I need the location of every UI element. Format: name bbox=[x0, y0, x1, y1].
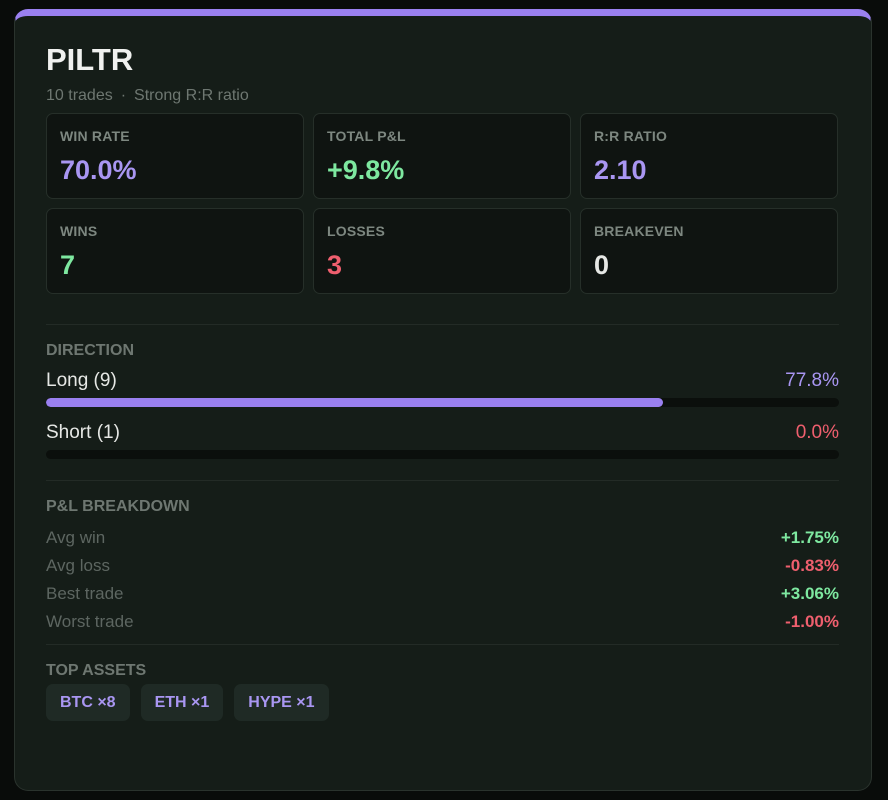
stat-breakeven: BREAKEVEN 0 bbox=[580, 208, 838, 294]
asset-chip-hype[interactable]: HYPE ×1 bbox=[234, 684, 329, 721]
stat-value: 2.10 bbox=[594, 155, 647, 185]
stat-losses: LOSSES 3 bbox=[313, 208, 571, 294]
stat-value: 3 bbox=[327, 250, 343, 280]
stat-label: TOTAL P&L bbox=[327, 128, 406, 144]
stat-win-rate: WIN RATE 70.0% bbox=[46, 113, 304, 199]
stat-label: WIN RATE bbox=[60, 128, 130, 144]
stat-wins: WINS 7 bbox=[46, 208, 304, 294]
stat-value: 70.0% bbox=[60, 155, 137, 185]
direction-label: Long (9) bbox=[46, 370, 117, 391]
section-divider bbox=[46, 480, 839, 481]
subtitle-separator: · bbox=[120, 87, 127, 104]
pl-label: Best trade bbox=[46, 584, 124, 603]
stats-grid: WIN RATE 70.0% TOTAL P&L +9.8% R:R RATIO… bbox=[46, 113, 839, 294]
card-note: Strong R:R ratio bbox=[134, 87, 249, 104]
direction-percent: 0.0% bbox=[795, 422, 839, 443]
stat-label: WINS bbox=[60, 223, 98, 239]
pl-label: Avg win bbox=[46, 528, 106, 547]
stat-value: 0 bbox=[594, 250, 610, 280]
stat-value: 7 bbox=[60, 250, 76, 280]
pl-value: +3.06% bbox=[780, 584, 839, 603]
asset-chip-eth[interactable]: ETH ×1 bbox=[140, 684, 224, 721]
pl-row-avg-loss: Avg loss -0.83% bbox=[46, 556, 839, 576]
card-subtitle: 10 trades · Strong R:R ratio bbox=[46, 87, 249, 105]
direction-percent: 77.8% bbox=[785, 370, 839, 391]
pl-row-avg-win: Avg win +1.75% bbox=[46, 528, 839, 548]
trade-count: 10 trades bbox=[46, 87, 113, 104]
pl-row-best-trade: Best trade +3.06% bbox=[46, 584, 839, 604]
stat-rr-ratio: R:R RATIO 2.10 bbox=[580, 113, 838, 199]
section-divider bbox=[46, 324, 839, 325]
direction-bar-track bbox=[46, 450, 839, 459]
asset-chip-list: BTC ×8 ETH ×1 HYPE ×1 bbox=[46, 684, 329, 721]
stat-label: BREAKEVEN bbox=[594, 223, 684, 239]
pl-value: +1.75% bbox=[780, 528, 839, 547]
stat-label: R:R RATIO bbox=[594, 128, 668, 144]
stat-total-pl: TOTAL P&L +9.8% bbox=[313, 113, 571, 199]
direction-heading: DIRECTION bbox=[46, 342, 134, 359]
pl-label: Avg loss bbox=[46, 556, 110, 575]
section-divider bbox=[46, 644, 839, 645]
direction-bar-fill bbox=[46, 398, 663, 407]
direction-bar-track bbox=[46, 398, 839, 407]
direction-row-long: Long (9) 77.8% bbox=[46, 370, 839, 407]
card-title: PILTR bbox=[46, 42, 134, 77]
top-assets-heading: TOP ASSETS bbox=[46, 662, 147, 679]
stat-label: LOSSES bbox=[327, 223, 385, 239]
pl-value: -0.83% bbox=[785, 556, 839, 575]
pl-row-worst-trade: Worst trade -1.00% bbox=[46, 612, 839, 632]
stat-value: +9.8% bbox=[327, 155, 405, 185]
trader-stats-card: PILTR 10 trades · Strong R:R ratio WIN RAT… bbox=[14, 9, 872, 791]
direction-label: Short (1) bbox=[46, 422, 120, 443]
pl-label: Worst trade bbox=[46, 612, 134, 631]
asset-chip-btc[interactable]: BTC ×8 bbox=[46, 684, 130, 721]
direction-row-short: Short (1) 0.0% bbox=[46, 422, 839, 459]
pl-breakdown-heading: P&L BREAKDOWN bbox=[46, 498, 190, 515]
pl-value: -1.00% bbox=[785, 612, 839, 631]
